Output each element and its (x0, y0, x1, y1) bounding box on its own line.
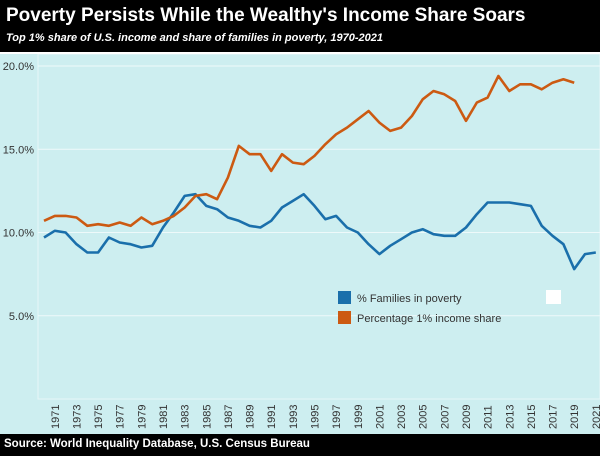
x-tick-label: 1977 (115, 405, 127, 429)
x-tick-label: 1985 (201, 405, 213, 429)
x-tick-label: 2001 (374, 405, 386, 429)
x-tick-label: 1979 (136, 405, 148, 429)
x-tick-label: 2011 (483, 405, 495, 429)
x-tick-label: 1981 (158, 405, 170, 429)
x-tick-label: 1973 (71, 405, 83, 429)
legend-swatch (338, 291, 351, 304)
x-tick-label: 1983 (180, 405, 192, 429)
legend-label: Percentage 1% income share (357, 313, 501, 325)
footer-bar: Source: World Inequality Database, U.S. … (0, 434, 600, 456)
chart-title: Poverty Persists While the Wealthy's Inc… (6, 5, 526, 26)
x-tick-label: 2017 (548, 405, 560, 429)
x-tick-label: 2015 (526, 405, 538, 429)
line-chart: 5.0% 10.0% 15.0% 20.0% 1971 1973 1975 1977 1979 1… (0, 54, 600, 434)
x-tick-label: 2005 (418, 405, 430, 429)
x-tick-label: 1987 (223, 405, 235, 429)
x-tick-label: 1995 (310, 405, 322, 429)
y-tick-label: 10.0% (3, 228, 34, 240)
header-bar: Poverty Persists While the Wealthy's Inc… (0, 0, 600, 52)
x-tick-label: 2003 (396, 405, 408, 429)
x-tick-label: 2021 (591, 405, 600, 429)
white-square-marker (546, 290, 561, 304)
plot-area (37, 54, 600, 400)
y-tick-label: 5.0% (9, 311, 34, 323)
poverty-line (43, 192, 596, 271)
x-tick-label: 2019 (569, 405, 581, 429)
x-tick-label: 2007 (439, 405, 451, 429)
legend-label: % Families in poverty (357, 293, 462, 305)
x-tick-label: 1975 (93, 405, 105, 429)
x-tick-label: 1971 (50, 405, 62, 429)
legend-swatch (338, 311, 351, 324)
chart-background (0, 54, 600, 434)
chart-subtitle: Top 1% share of U.S. income and share of… (6, 32, 383, 44)
x-tick-label: 2009 (461, 405, 473, 429)
x-tick-label: 1991 (266, 405, 278, 429)
income-share-line (43, 74, 575, 228)
x-tick-label: 1989 (245, 405, 257, 429)
source-note: Source: World Inequality Database, U.S. … (4, 438, 310, 450)
x-tick-label: 1999 (353, 405, 365, 429)
y-tick-label: 20.0% (3, 61, 34, 73)
x-tick-label: 1993 (288, 405, 300, 429)
x-tick-label: 2013 (504, 405, 516, 429)
y-tick-label: 15.0% (3, 144, 34, 156)
x-tick-label: 1997 (331, 405, 343, 429)
